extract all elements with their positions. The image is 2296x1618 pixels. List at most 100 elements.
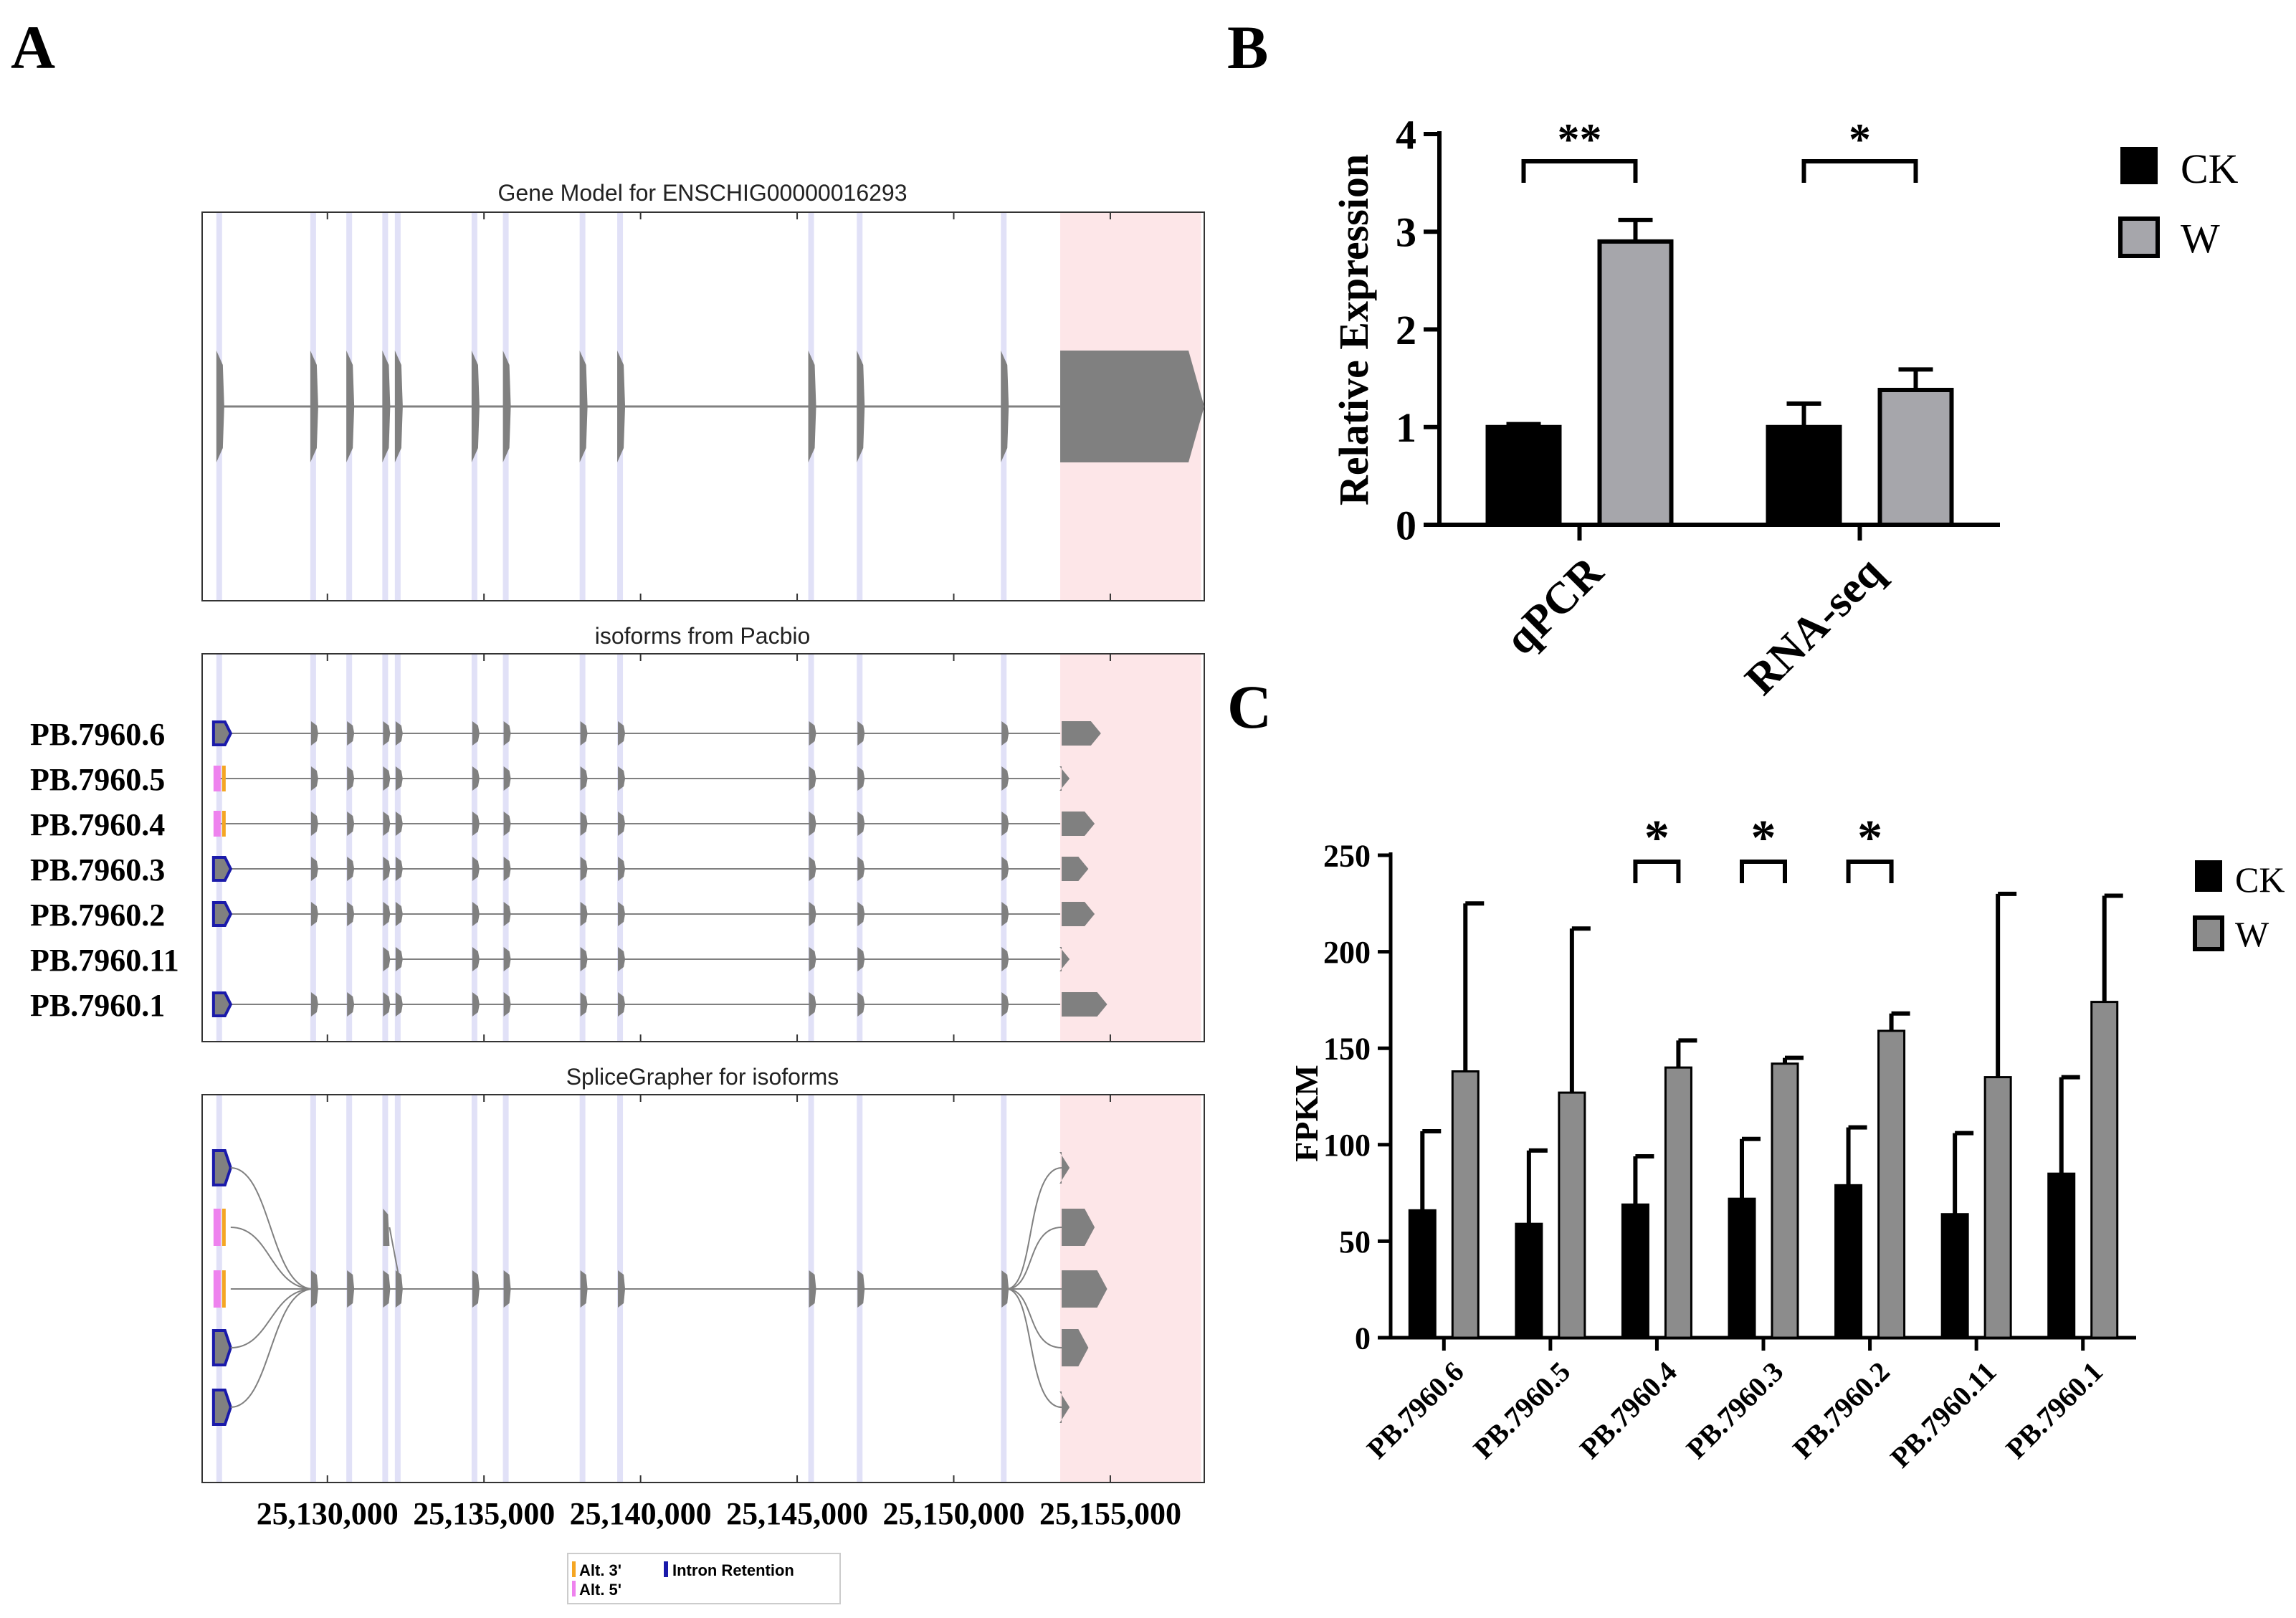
exon-block	[395, 812, 403, 836]
exon-block	[1001, 1270, 1009, 1308]
exon-block	[580, 857, 588, 881]
exon-block	[383, 1270, 391, 1308]
bar-w	[1771, 1062, 1799, 1339]
exon-block	[503, 812, 511, 836]
exon-block	[472, 1270, 480, 1308]
exon-block	[809, 947, 816, 971]
exon-block	[394, 351, 403, 462]
exon-block	[395, 992, 403, 1017]
exon-block	[618, 857, 626, 881]
exon-block	[618, 902, 626, 926]
bar-ck	[2047, 1172, 2076, 1339]
splice-ir-exon	[211, 1149, 232, 1186]
x-tick-label: PB.7960.6	[1361, 1356, 1470, 1465]
exon-block	[618, 766, 626, 791]
splice-terminal-exon	[1062, 1209, 1095, 1246]
exon-block	[580, 1270, 588, 1308]
exon-block	[383, 902, 391, 926]
exon-block	[857, 1270, 865, 1308]
y-tick-label: 150	[1323, 1032, 1371, 1067]
exon-block	[503, 947, 511, 971]
alt3-legend-swatch	[572, 1561, 576, 1577]
exon-block	[472, 721, 480, 746]
b-plot-area: 0 1 2 3 4 qPCR ** RNA-seq *	[1396, 111, 2000, 704]
intron-retention-exon	[211, 720, 233, 746]
exon-block	[618, 721, 626, 746]
exon-block	[503, 857, 511, 881]
isoform-label: PB.7960.3	[30, 852, 165, 887]
panel-a-gene-structure: Gene Model for ENSCHIG00000016293 isofor…	[30, 180, 1205, 1604]
y-tick-label: 3	[1396, 209, 1416, 256]
alt5-exon	[213, 811, 221, 837]
y-tick-label: 100	[1323, 1128, 1371, 1163]
exon-guide-band	[1001, 654, 1007, 1042]
x-tick-label: PB.7960.2	[1786, 1356, 1896, 1465]
bar-w	[2090, 1001, 2119, 1339]
isoform-label: PB.7960.2	[30, 898, 165, 933]
c-ylabel: FPKM	[1288, 1065, 1325, 1161]
exon-block	[617, 351, 626, 462]
exon-block	[857, 857, 865, 881]
exon-block	[1001, 351, 1009, 462]
splice-terminal-exon	[1059, 1152, 1070, 1184]
y-tick-label: 1	[1396, 404, 1416, 451]
significance-stars: *	[1849, 115, 1871, 164]
y-tick-label: 0	[1355, 1320, 1371, 1356]
exon-block	[618, 812, 626, 836]
exon-block	[395, 766, 403, 791]
intron-retention-exon	[211, 991, 233, 1017]
exon-block	[1001, 992, 1009, 1017]
exon-block	[383, 721, 391, 746]
exon-block	[310, 992, 318, 1017]
bar-w	[1558, 1091, 1586, 1339]
exon-block	[580, 902, 588, 926]
bar-w	[1983, 1076, 2012, 1339]
y-tick-label: 250	[1323, 838, 1371, 873]
isoforms-box	[201, 653, 1205, 1042]
c-legend-w-label: W	[2235, 914, 2269, 954]
y-tick-label: 0	[1396, 502, 1416, 548]
y-tick-label: 2	[1396, 307, 1416, 353]
splice-junction-curve	[1006, 1227, 1062, 1290]
exon-guide-band	[310, 654, 316, 1042]
exon-guide-band	[471, 654, 477, 1042]
alt3-legend-label: Alt. 3'	[579, 1561, 621, 1579]
panel-label-c: C	[1227, 672, 1272, 741]
intron-retention-exon	[211, 901, 233, 927]
exon-block	[857, 902, 865, 926]
exon-block	[472, 857, 480, 881]
splice-alt3-exon	[221, 1270, 226, 1308]
isoform-label: PB.7960.5	[30, 762, 165, 797]
exon-guide-band	[617, 654, 624, 1042]
exon-block	[310, 351, 318, 462]
exon-block	[503, 721, 511, 746]
exon-block	[809, 721, 816, 746]
exon-guide-band	[502, 654, 509, 1042]
exon-block	[395, 1270, 403, 1308]
intron-retention-legend-swatch	[664, 1561, 668, 1577]
y-tick-label: 200	[1323, 935, 1371, 970]
exon-block	[618, 1270, 626, 1308]
genome-tick-label: 25,135,000	[413, 1496, 555, 1531]
alt3-exon	[221, 766, 226, 791]
y-tick-label: 4	[1396, 111, 1416, 158]
exon-block	[395, 721, 403, 746]
c-legend-ck-label: CK	[2235, 860, 2285, 900]
bar-ck	[1834, 1184, 1863, 1339]
intron-retention-legend-label: Intron Retention	[672, 1561, 794, 1579]
splice-alt3-exon	[221, 1209, 226, 1246]
x-tick-label: qPCR	[1496, 547, 1613, 664]
genome-tick-label: 25,155,000	[1039, 1496, 1181, 1531]
bar-ck	[1728, 1197, 1756, 1339]
splice-junction-curve	[230, 1227, 313, 1290]
exon-block	[857, 721, 865, 746]
splice-junction-curve	[1006, 1288, 1062, 1348]
terminal-exon-block	[1060, 351, 1204, 462]
exon-block	[346, 351, 355, 462]
isoform-terminal-exon	[1059, 766, 1070, 791]
exon-block	[310, 721, 318, 746]
splice-alt-fragment	[383, 1209, 390, 1246]
exon-block	[472, 992, 480, 1017]
exon-block	[395, 947, 403, 971]
